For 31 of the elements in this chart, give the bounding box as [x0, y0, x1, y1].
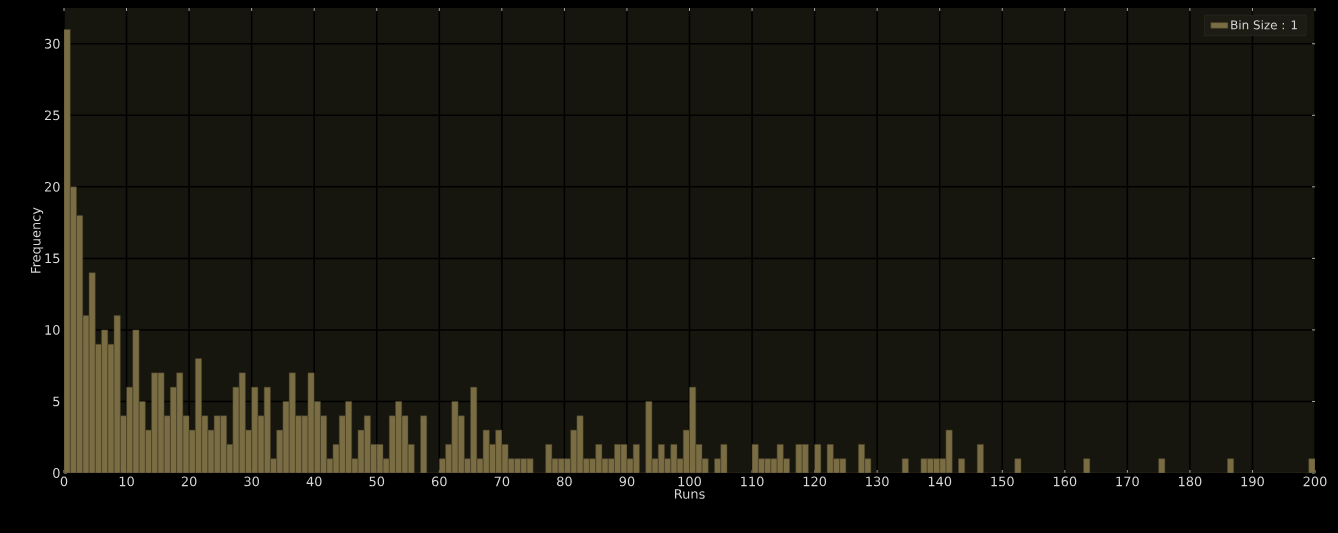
- y-axis-title: Frequency: [31, 207, 44, 273]
- x-tick-label: 90: [619, 476, 635, 487]
- x-tick-label: 140: [928, 476, 952, 487]
- x-tick-label: 160: [1053, 476, 1077, 487]
- x-tick-label: 80: [557, 476, 572, 487]
- x-tick-label: 120: [803, 476, 827, 487]
- y-tick-label: 5: [53, 396, 60, 407]
- x-tick-label: 200: [1303, 476, 1327, 487]
- y-tick-label: 20: [44, 181, 60, 192]
- y-tick-label: 30: [44, 38, 60, 49]
- x-axis-title: Runs: [674, 489, 705, 499]
- legend-label: Bin Size : 1: [1231, 20, 1297, 30]
- x-tick-label: 180: [1178, 476, 1202, 487]
- y-tick-label: 0: [53, 468, 60, 478]
- x-tick-label: 30: [244, 476, 260, 487]
- x-tick-label: 150: [991, 476, 1014, 487]
- x-tick-label: 60: [431, 476, 447, 487]
- x-tick-label: 0: [60, 476, 68, 487]
- x-tick-label: 170: [1116, 476, 1139, 487]
- x-tick-label: 110: [741, 476, 764, 487]
- x-tick-label: 20: [181, 476, 197, 487]
- x-tick-label: 40: [306, 476, 322, 487]
- x-tick-label: 10: [119, 476, 134, 487]
- x-tick-label: 130: [866, 476, 889, 487]
- y-tick-label: 15: [45, 253, 60, 264]
- y-tick-label: 10: [45, 325, 60, 335]
- x-tick-label: 190: [1241, 476, 1264, 487]
- x-tick-label: 50: [369, 476, 385, 487]
- y-tick-label: 25: [44, 110, 60, 121]
- x-tick-label: 100: [678, 476, 701, 487]
- x-tick-label: 70: [494, 476, 510, 487]
